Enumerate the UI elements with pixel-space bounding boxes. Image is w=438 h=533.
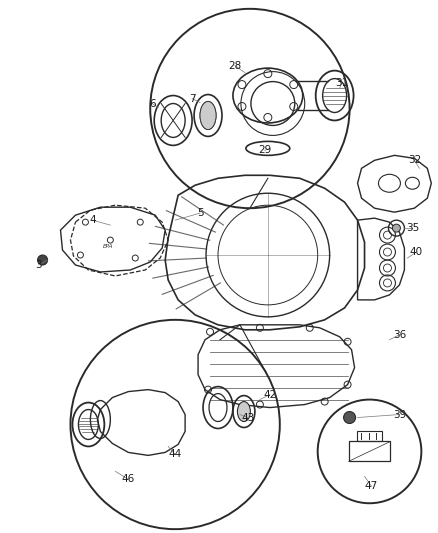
Text: 32: 32 bbox=[408, 155, 421, 165]
Text: 28: 28 bbox=[228, 61, 242, 71]
Ellipse shape bbox=[200, 101, 216, 130]
Circle shape bbox=[392, 224, 400, 232]
Text: 4: 4 bbox=[89, 215, 96, 225]
Text: 36: 36 bbox=[393, 330, 406, 340]
Text: 40: 40 bbox=[410, 247, 423, 257]
Text: 29: 29 bbox=[258, 146, 272, 155]
Text: 46: 46 bbox=[122, 474, 135, 484]
Text: 42: 42 bbox=[263, 390, 276, 400]
Text: 47: 47 bbox=[365, 481, 378, 491]
Text: 39: 39 bbox=[393, 409, 406, 419]
Text: 43: 43 bbox=[241, 413, 254, 423]
Text: 5: 5 bbox=[197, 208, 203, 218]
Text: EPA: EPA bbox=[103, 244, 113, 249]
Text: 44: 44 bbox=[169, 449, 182, 459]
Ellipse shape bbox=[237, 401, 251, 422]
Text: 3: 3 bbox=[35, 260, 42, 270]
Text: 31: 31 bbox=[335, 78, 348, 87]
Text: 7: 7 bbox=[189, 93, 195, 103]
Bar bbox=[349, 441, 390, 462]
Text: 6: 6 bbox=[149, 99, 155, 109]
Circle shape bbox=[38, 255, 48, 265]
Bar bbox=[357, 432, 382, 441]
Circle shape bbox=[343, 411, 356, 424]
Text: 35: 35 bbox=[406, 223, 419, 233]
